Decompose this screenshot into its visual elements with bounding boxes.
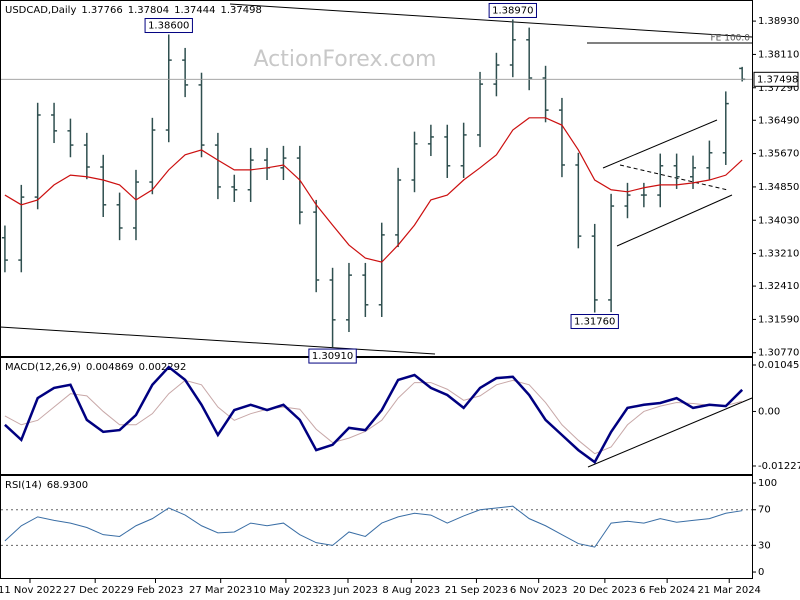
- symbol: USDCAD,Daily: [5, 5, 76, 16]
- y-tick-label: 1.37290: [758, 83, 799, 94]
- x-tick-label: 27 Mar 2023: [189, 585, 252, 596]
- y-tick-label: 1.38930: [758, 16, 799, 27]
- annotation-label: 1.31760: [574, 317, 615, 328]
- x-tick-label: 27 Dec 2022: [63, 585, 127, 596]
- channel-line: [616, 194, 733, 247]
- moving-average: [4, 117, 743, 263]
- y-tick-label: 1.35670: [758, 149, 799, 160]
- ohlc-open: 1.37766: [81, 5, 122, 16]
- annotation-box: [570, 314, 619, 330]
- x-tick-label: 21 Sep 2023: [445, 585, 508, 596]
- y-tick-label: 1.34850: [758, 182, 799, 193]
- main-header: USDCAD,Daily 1.37766 1.37804 1.37444 1.37498: [5, 5, 262, 16]
- annotation-label: 1.38600: [148, 21, 189, 32]
- x-tick-label: 11 Nov 2022: [0, 585, 62, 596]
- macd-signal: [4, 379, 743, 455]
- ohlc-close: 1.37498: [220, 5, 261, 16]
- annotation-box: [144, 18, 193, 34]
- y-tick-label: 1.36490: [758, 115, 799, 126]
- current-price-label: 1.37498: [757, 74, 798, 85]
- rsi-title: RSI(14): [5, 480, 42, 491]
- ohlc-low: 1.37444: [174, 5, 215, 16]
- x-tick-label: 6 Feb 2024: [639, 585, 695, 596]
- channel-mid-line: [619, 164, 729, 191]
- y-tick-label: 1.31590: [758, 314, 799, 325]
- y-tick-label: 1.38110: [758, 49, 799, 60]
- y-tick-label: 0.010457: [758, 360, 800, 371]
- rsi-reading: 68.9300: [47, 480, 88, 491]
- macd-title: MACD(12,26,9): [5, 362, 81, 373]
- x-tick-label: 21 Mar 2024: [698, 585, 761, 596]
- annotation-label: 1.38970: [492, 5, 533, 16]
- x-tick-label: 10 May 2023: [253, 585, 318, 596]
- y-tick-label: 70: [758, 505, 771, 516]
- signal-reading: 0.002292: [139, 362, 187, 373]
- channel-line: [602, 119, 718, 169]
- macd-line: [4, 365, 744, 464]
- macd-panel: [0, 357, 753, 475]
- ohlc-high: 1.37804: [128, 5, 169, 16]
- annotation-box: [488, 2, 537, 18]
- y-tick-label: 100: [758, 478, 777, 489]
- y-tick-label: 0.00: [758, 406, 780, 417]
- watermark: ActionForex.com: [254, 47, 437, 72]
- current-price-box: [753, 71, 799, 87]
- y-tick-label: 1.30770: [758, 348, 799, 359]
- y-tick-label: -0.012276: [758, 461, 800, 472]
- annotation-label: 1.30910: [312, 351, 353, 362]
- rsi-header: RSI(14) 68.9300: [5, 480, 88, 491]
- y-tick-label: 30: [758, 540, 771, 551]
- macd-header: MACD(12,26,9) 0.004869 0.002292: [5, 362, 186, 373]
- trend-line: [0, 326, 436, 355]
- rsi-panel: [0, 475, 753, 579]
- macd-trend-line: [587, 397, 753, 468]
- price-panel: [0, 0, 753, 357]
- x-tick-label: 8 Aug 2023: [382, 585, 440, 596]
- y-tick-label: 0: [758, 567, 764, 578]
- x-tick-label: 20 Dec 2023: [573, 585, 637, 596]
- macd-reading: 0.004869: [86, 362, 134, 373]
- y-tick-label: 1.33210: [758, 249, 799, 260]
- x-tick-label: 9 Feb 2023: [128, 585, 184, 596]
- annotation-box: [308, 348, 357, 364]
- y-tick-label: 1.34030: [758, 215, 799, 226]
- y-tick-label: 1.32410: [758, 281, 799, 292]
- x-tick-label: 6 Nov 2023: [510, 585, 568, 596]
- trend-line: [229, 3, 753, 38]
- fe-label: FE 100.0: [711, 34, 751, 44]
- x-tick-label: 23 Jun 2023: [318, 585, 378, 596]
- rsi-line: [4, 505, 743, 548]
